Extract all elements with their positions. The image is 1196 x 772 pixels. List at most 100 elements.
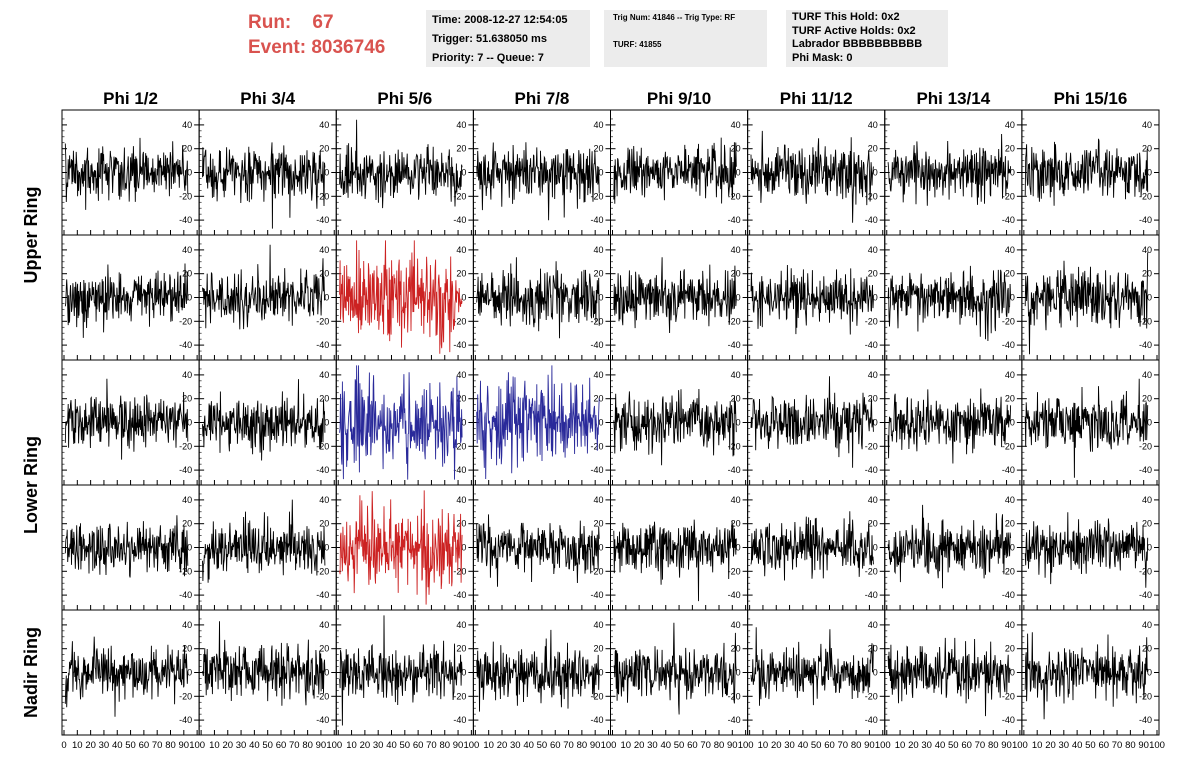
x-tick-label: 40: [523, 740, 534, 751]
x-tick-label: 90: [1001, 740, 1012, 751]
y-tick-label: -40: [865, 215, 878, 225]
x-tick-label: 60: [550, 740, 561, 751]
y-tick-label: -40: [1139, 715, 1152, 725]
x-tick-label: 50: [262, 740, 273, 751]
y-tick-label: -20: [865, 566, 878, 576]
x-tick-label: 40: [798, 740, 809, 751]
y-tick-label: 40: [1142, 495, 1152, 505]
y-tick-label: 40: [1005, 495, 1015, 505]
waveform-trace: [476, 257, 600, 339]
x-tick-label: 50: [1085, 740, 1096, 751]
y-tick-label: 0: [187, 668, 192, 678]
y-tick-label: -40: [1002, 715, 1015, 725]
waveform-trace: [613, 622, 737, 715]
y-tick-label: 0: [1147, 418, 1152, 428]
x-tick-label: 50: [400, 740, 411, 751]
y-tick-label: 0: [598, 543, 603, 553]
y-tick-label: 0: [873, 418, 878, 428]
x-tick-label: 10: [72, 740, 83, 751]
y-tick-label: -20: [316, 316, 329, 326]
y-tick-label: -40: [1002, 215, 1015, 225]
x-tick-label: 40: [1072, 740, 1083, 751]
y-tick-label: 0: [598, 668, 603, 678]
y-tick-label: 40: [1142, 245, 1152, 255]
y-tick-label: 0: [461, 168, 466, 178]
x-tick-label: 20: [360, 740, 371, 751]
y-tick-label: -20: [316, 691, 329, 701]
x-tick-label: 60: [687, 740, 698, 751]
y-tick-label: -40: [865, 590, 878, 600]
run-label: Run:: [248, 12, 292, 33]
y-tick-label: 20: [319, 269, 329, 279]
x-tick-label: 90: [179, 740, 190, 751]
waveform-trace: [1024, 512, 1149, 588]
x-tick-label: 60: [1098, 740, 1109, 751]
x-tick-label: 20: [85, 740, 96, 751]
x-tick-label: 60: [276, 740, 287, 751]
y-tick-label: 20: [593, 269, 603, 279]
x-tick-label: 100: [326, 740, 342, 751]
y-tick-label: 20: [731, 394, 741, 404]
y-tick-label: 20: [319, 519, 329, 529]
y-tick-label: 0: [461, 293, 466, 303]
y-tick-label: -20: [590, 316, 603, 326]
y-tick-label: -40: [728, 465, 741, 475]
x-tick-label: 10: [621, 740, 632, 751]
y-tick-label: 40: [593, 495, 603, 505]
x-tick-label: 30: [1059, 740, 1070, 751]
trigger-info-box: Trig Num: 41846 -- Trig Type: RF TURF: 4…: [604, 10, 767, 67]
x-tick-label: 50: [811, 740, 822, 751]
x-tick-label: 70: [838, 740, 849, 751]
x-tick-label: 30: [647, 740, 658, 751]
y-tick-label: 20: [731, 269, 741, 279]
y-tick-label: 20: [1142, 519, 1152, 529]
waveform-trace: [750, 627, 874, 706]
waveform-trace: [202, 244, 326, 330]
waveform-trace: [887, 637, 1011, 717]
y-tick-label: 40: [456, 620, 466, 630]
y-tick-label: 20: [1005, 394, 1015, 404]
y-tick-label: 0: [324, 418, 329, 428]
x-tick-label: 20: [908, 740, 919, 751]
x-tick-label: 10: [346, 740, 357, 751]
waveform-trace: [339, 119, 463, 209]
y-tick-label: -20: [1002, 691, 1015, 701]
y-tick-label: -20: [590, 191, 603, 201]
y-tick-label: -20: [453, 191, 466, 201]
y-tick-label: 0: [736, 543, 741, 553]
y-tick-label: -40: [453, 590, 466, 600]
y-tick-label: 0: [1010, 543, 1015, 553]
y-tick-label: -20: [1139, 691, 1152, 701]
y-tick-label: -20: [453, 441, 466, 451]
y-tick-label: 40: [182, 495, 192, 505]
waveform-trace: [1024, 378, 1149, 478]
y-tick-label: -40: [1002, 340, 1015, 350]
y-tick-label: 20: [456, 394, 466, 404]
y-tick-label: 0: [324, 668, 329, 678]
y-tick-label: -20: [179, 441, 192, 451]
x-tick-label: 80: [714, 740, 725, 751]
y-tick-label: 20: [1005, 644, 1015, 654]
column-header: Phi 3/4: [240, 89, 295, 108]
x-tick-label: 70: [975, 740, 986, 751]
x-tick-label: 80: [851, 740, 862, 751]
y-tick-label: 40: [1005, 620, 1015, 630]
run-event-panel: Run: 67 Event: 8036746: [248, 10, 420, 66]
y-tick-label: 0: [873, 668, 878, 678]
y-tick-label: -40: [179, 715, 192, 725]
column-header: Phi 5/6: [377, 89, 432, 108]
waveform-trace: [887, 388, 1012, 464]
waveform-trace: [887, 265, 1012, 342]
y-tick-label: -20: [728, 316, 741, 326]
y-tick-label: -20: [179, 691, 192, 701]
waveform-trace: [476, 629, 600, 712]
y-tick-label: -40: [728, 340, 741, 350]
y-tick-label: -40: [865, 465, 878, 475]
y-tick-label: -40: [728, 590, 741, 600]
y-tick-label: -20: [1002, 441, 1015, 451]
x-tick-label: 10: [483, 740, 494, 751]
x-tick-label: 10: [1032, 740, 1043, 751]
x-tick-label: 80: [439, 740, 450, 751]
column-header: Phi 13/14: [916, 89, 990, 108]
x-tick-label: 90: [1138, 740, 1149, 751]
